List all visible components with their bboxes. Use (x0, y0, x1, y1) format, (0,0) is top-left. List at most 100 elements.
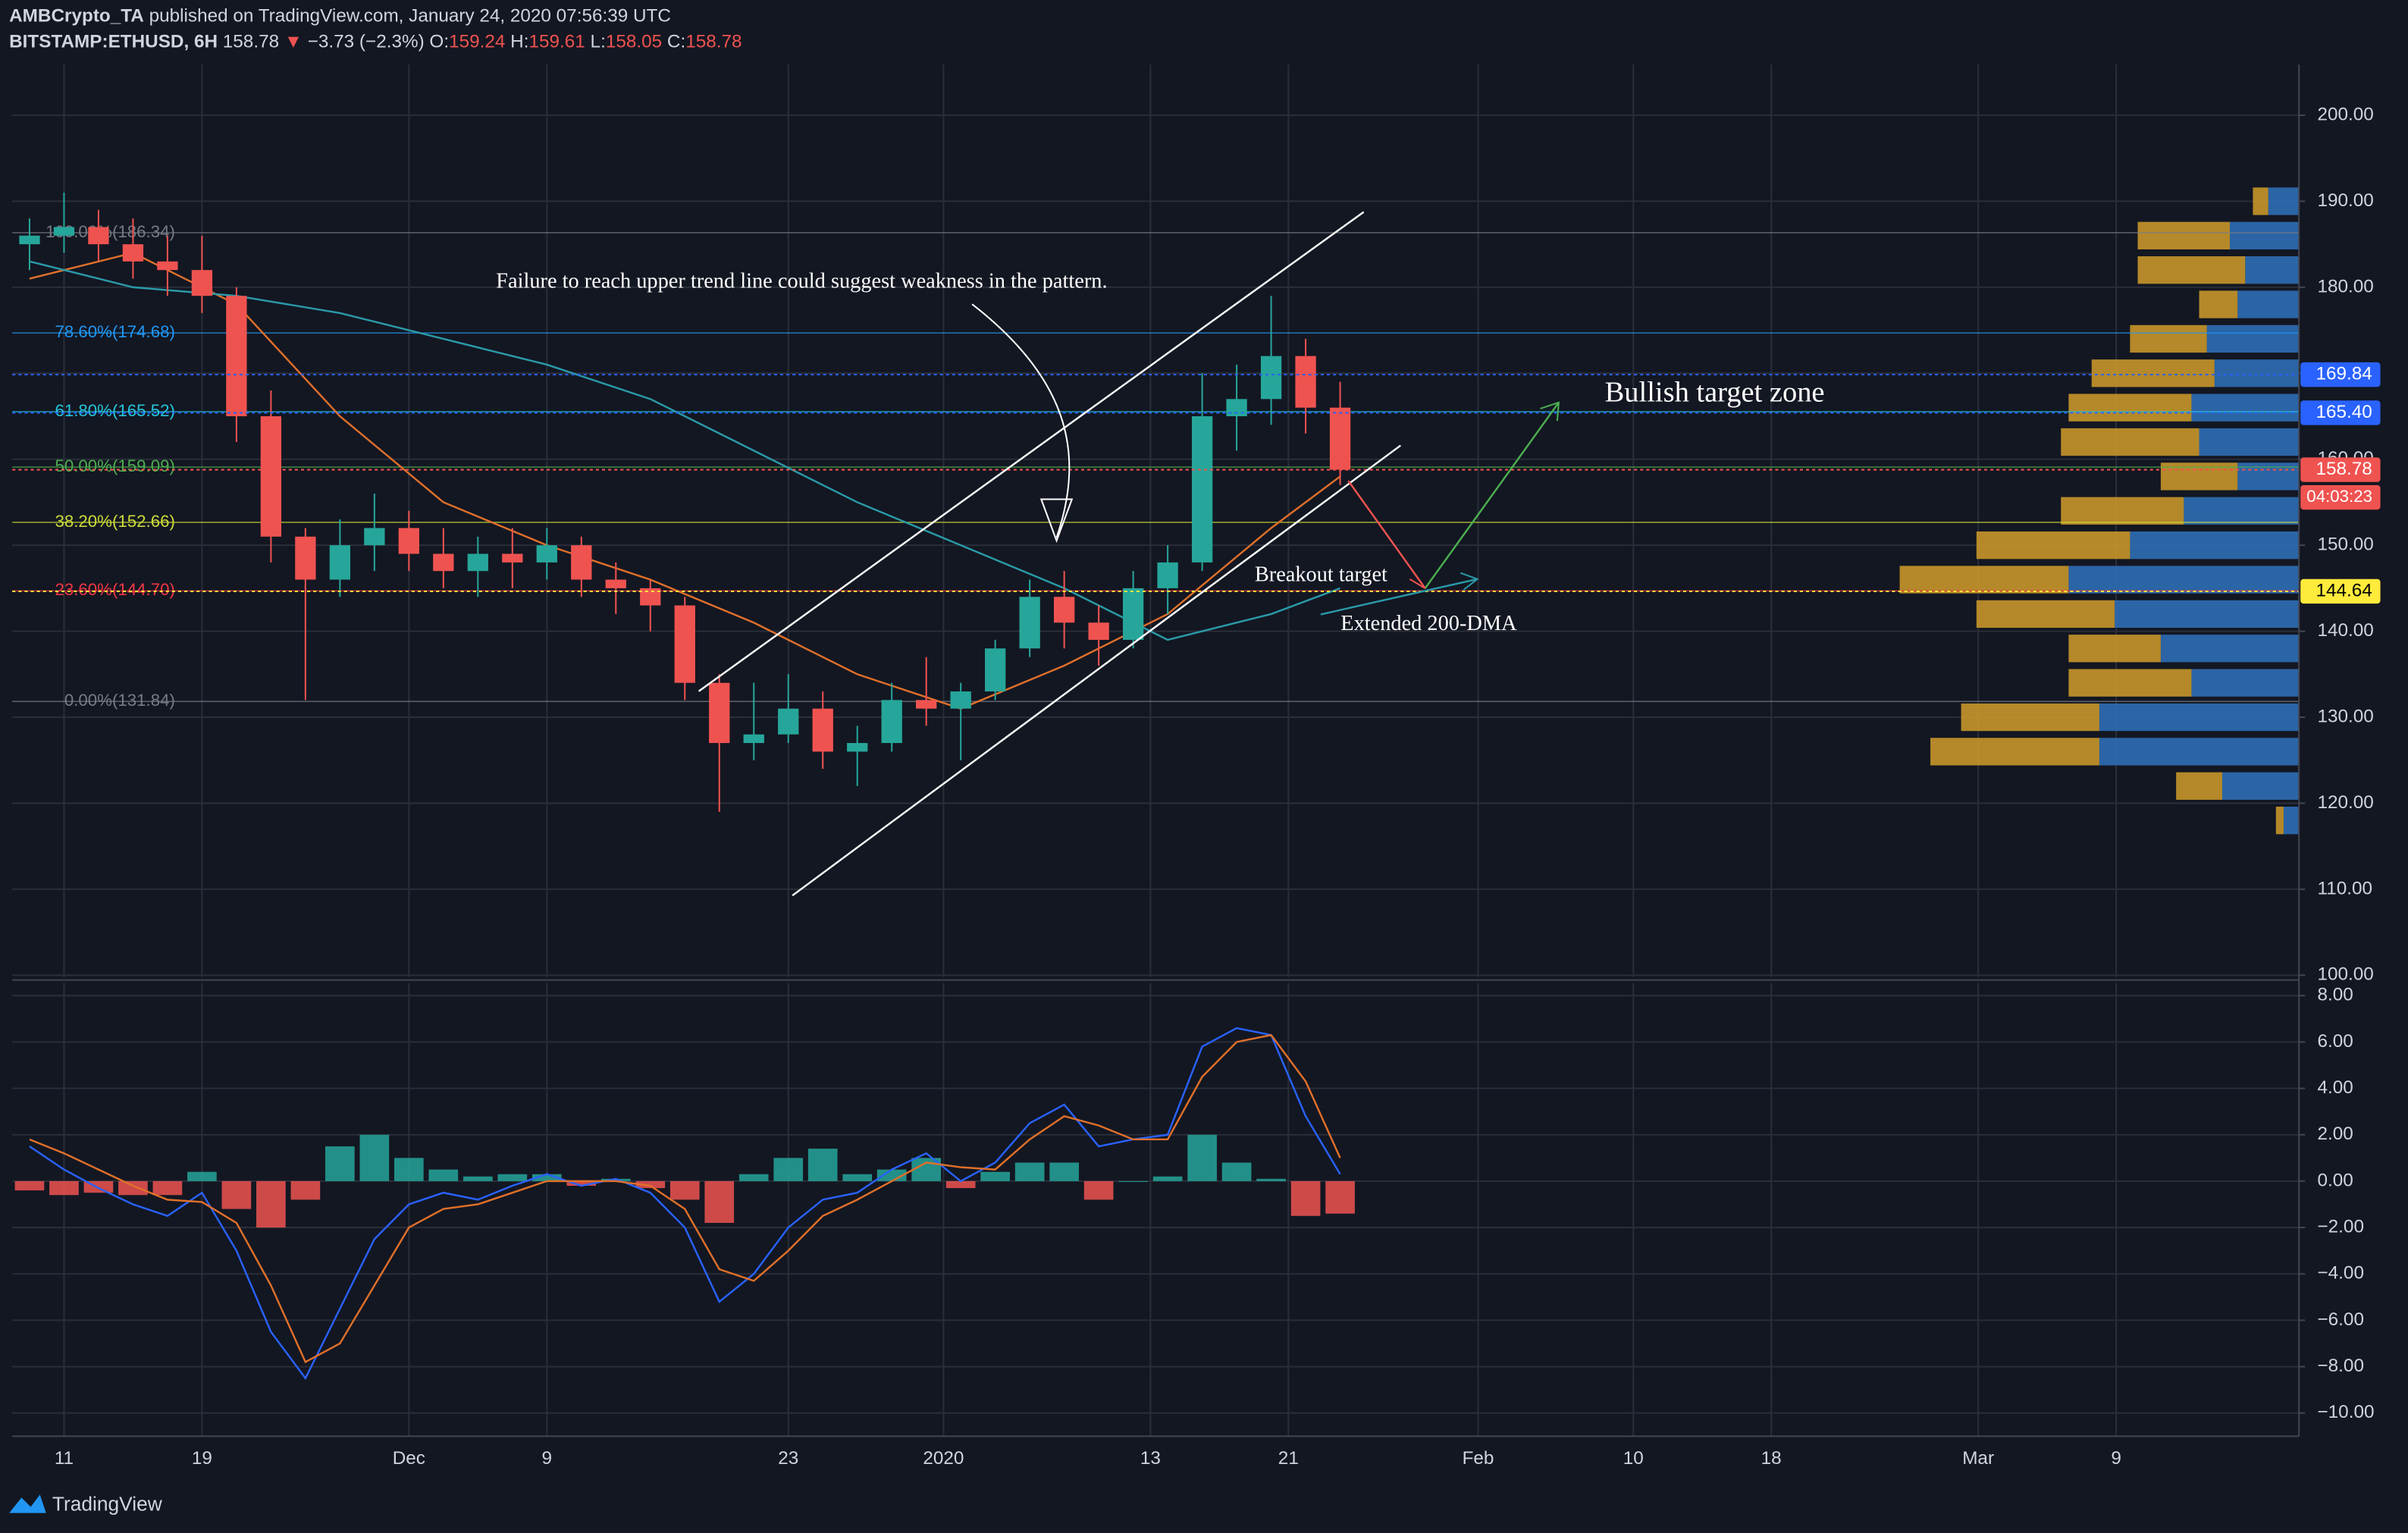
header-line-1: AMBCrypto_TA published on TradingView.co… (9, 6, 671, 27)
volume-profile-up (2245, 256, 2300, 284)
y-tick-label: 4.00 (2317, 1077, 2353, 1098)
fib-label: 50.00%(159.09) (55, 456, 174, 475)
candle-body (53, 227, 75, 236)
close: 158.78 (685, 32, 742, 52)
candle-body (1157, 562, 1178, 588)
last-price: 158.78 (223, 32, 279, 52)
candle-body (1260, 356, 1282, 400)
volume-profile-up (2130, 531, 2300, 560)
volume-profile-up (2237, 290, 2300, 318)
volume-profile-down (1976, 531, 2131, 560)
published: published on TradingView.com, January 24… (149, 6, 671, 27)
histogram-bar (1083, 1180, 1114, 1200)
histogram-bar (1221, 1162, 1252, 1181)
volume-profile-up (2160, 635, 2300, 663)
histogram-bar (531, 1174, 562, 1181)
volume-profile-up (2099, 738, 2300, 766)
price-label-box (2300, 578, 2381, 604)
volume-profile-down (2275, 806, 2284, 835)
histogram-bar (1187, 1134, 1217, 1181)
volume-profile-up (2068, 566, 2300, 594)
c-label: C: (667, 32, 685, 52)
volume-profile-up (2191, 669, 2300, 697)
candle-body (433, 553, 454, 572)
price-label-box (2300, 457, 2381, 482)
x-tick-label: 9 (542, 1448, 553, 1469)
y-tick-label: −2.00 (2317, 1216, 2363, 1237)
curved-arrow (971, 303, 1071, 538)
candle-body (1226, 399, 1247, 417)
histogram-bar (635, 1180, 666, 1189)
candle-body (364, 528, 385, 546)
histogram-bar (1256, 1178, 1286, 1181)
candle-body (605, 579, 626, 588)
upper-trend-line (698, 211, 1365, 692)
histogram-bar (290, 1180, 321, 1200)
annotation: Extended 200-DMA (1340, 612, 1517, 635)
candle-body (398, 528, 419, 554)
histogram-bar (738, 1174, 769, 1181)
brand: TradingView (52, 1492, 163, 1515)
footer-logo: TradingView (9, 1492, 163, 1515)
candle-body (1054, 597, 1075, 623)
low: 158.05 (606, 32, 662, 52)
candle-body (674, 605, 695, 683)
volume-profile-up (2268, 187, 2300, 215)
x-tick-label: 18 (1761, 1448, 1782, 1469)
x-tick-label: Feb (1463, 1448, 1494, 1469)
volume-profile-up (2221, 772, 2300, 800)
lower-trend-line (792, 444, 1401, 897)
y-tick-label: 200.00 (2317, 104, 2373, 124)
plot: 100.00%(186.34)78.60%(174.68)61.80%(165.… (12, 187, 2300, 1381)
volume-profile-down (2091, 359, 2215, 387)
candle-body (1295, 356, 1316, 408)
candle-body (19, 235, 40, 245)
histogram-bar (497, 1174, 528, 1181)
candle-body (985, 648, 1006, 691)
candle-body (571, 545, 592, 580)
histogram-bar (945, 1180, 976, 1189)
change: −3.73 (−2.3%) (308, 32, 425, 52)
histogram-bar (600, 1178, 631, 1181)
y-tick-label: 0.00 (2317, 1170, 2353, 1190)
h-label: H: (510, 32, 528, 52)
histogram-bar (1014, 1162, 1045, 1181)
histogram-bar (462, 1176, 493, 1181)
arrow-head (1039, 498, 1074, 544)
y-tick-label: 110.00 (2317, 878, 2372, 898)
x-tick-label: 19 (192, 1448, 212, 1469)
y-tick-label: −6.00 (2317, 1309, 2363, 1330)
volume-profile-up (2283, 806, 2300, 835)
y-tick-label: 2.00 (2317, 1124, 2353, 1144)
x-tick-label: Mar (1962, 1448, 1994, 1469)
candle-body (1088, 622, 1109, 640)
volume-profile-up (2099, 703, 2300, 732)
price-label: 158.78 (2316, 459, 2372, 479)
histogram-bar (152, 1180, 183, 1196)
histogram-bar (359, 1134, 390, 1181)
teal-arrow-head (1460, 572, 1479, 591)
histogram-bar (566, 1180, 597, 1187)
candle-body (916, 700, 937, 709)
y-tick-label: 6.00 (2317, 1031, 2353, 1052)
histogram-bar (221, 1180, 252, 1209)
macd-line (29, 1027, 1341, 1381)
candle-body (260, 416, 282, 537)
y-tick-label: −4.00 (2317, 1263, 2363, 1284)
y-tick-label: 150.00 (2317, 535, 2373, 555)
volume-profile-down (2061, 428, 2199, 456)
volume-profile-down (2137, 221, 2231, 249)
red-arrow (1347, 480, 1426, 589)
candle-body (1329, 407, 1351, 470)
histogram-bar (14, 1180, 45, 1191)
fib-label: 61.80%(165.52) (55, 401, 174, 420)
grid (12, 64, 2300, 1437)
annotation: Breakout target (1255, 563, 1387, 586)
author: AMBCrypto_TA (9, 6, 144, 27)
annotation: Bullish target zone (1605, 377, 1825, 409)
fib-label: 23.60%(144.70) (55, 580, 174, 599)
candle-body (502, 553, 523, 563)
candle-body (640, 588, 661, 606)
